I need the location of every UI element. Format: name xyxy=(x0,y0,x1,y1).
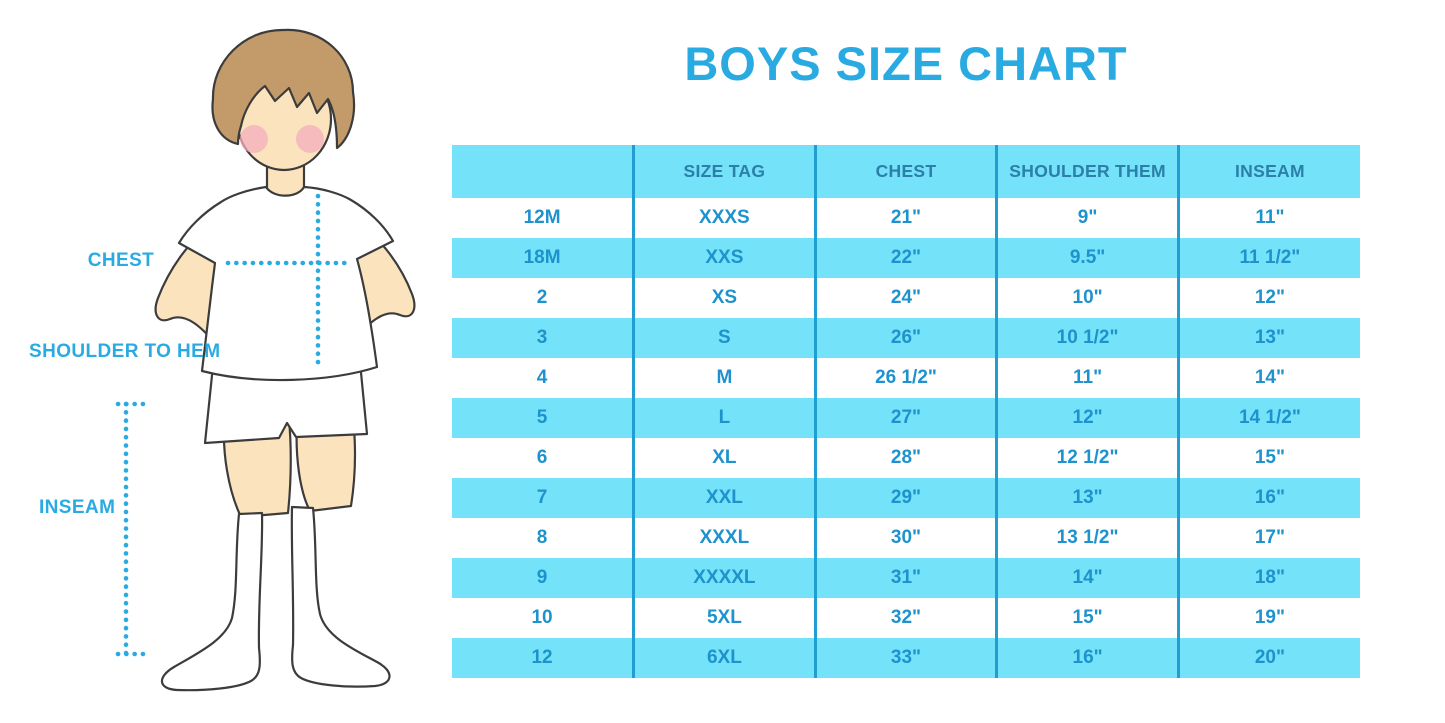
table-cell: 3 xyxy=(536,327,548,348)
table-row: 2 XS 24" 10" 12" xyxy=(452,278,1360,318)
table-cell: 5XL xyxy=(632,598,816,638)
table-cell: XXXS xyxy=(632,198,816,238)
table-cell: 20" xyxy=(1176,638,1360,678)
inseam-label: INSEAM xyxy=(39,497,116,518)
table-cell: 21" xyxy=(813,198,997,238)
table-cell: XXXXL xyxy=(632,558,816,598)
boy-tshirt xyxy=(177,185,395,382)
table-cell: 13" xyxy=(995,478,1179,518)
table-cell: XL xyxy=(632,438,816,478)
shoulder-to-hem-label: SHOULDER TO HEM xyxy=(29,341,221,362)
table-cell: 9" xyxy=(995,198,1179,238)
table-cell: 15" xyxy=(995,598,1179,638)
table-row: 4 M 26 1/2" 11" 14" xyxy=(452,358,1360,398)
table-cell: 9.5" xyxy=(995,238,1179,278)
table-cell: 10" xyxy=(995,278,1179,318)
boy-right-sock-foot xyxy=(290,505,391,688)
table-header: SIZE TAG CHEST SHOULDER THEM INSEAM xyxy=(452,145,1360,198)
table-cell: 18" xyxy=(1176,558,1360,598)
boy-measurement-illustration xyxy=(115,28,416,692)
boy-right-blush xyxy=(296,125,324,153)
table-cell: 28" xyxy=(813,438,997,478)
table-row: 8 XXXL 30" 13 1/2" 17" xyxy=(452,518,1360,558)
table-cell: 11" xyxy=(1176,198,1360,238)
table-cell: 29" xyxy=(813,478,997,518)
table-row: 6 XL 28" 12 1/2" 15" xyxy=(452,438,1360,478)
table-cell: 11 1/2" xyxy=(1176,238,1360,278)
table-cell: 26 1/2" xyxy=(813,358,997,398)
column-header-inseam: INSEAM xyxy=(1176,145,1360,198)
table-row: 18M XXS 22" 9.5" 11 1/2" xyxy=(452,238,1360,278)
table-cell: 19" xyxy=(1176,598,1360,638)
table-cell: 26" xyxy=(813,318,997,358)
table-row: 5 L 27" 12" 14 1/2" xyxy=(452,398,1360,438)
page-title: BOYS SIZE CHART xyxy=(684,37,1128,90)
table-row: 12 6XL 33" 16" 20" xyxy=(452,638,1360,678)
size-chart-table: SIZE TAG CHEST SHOULDER THEM INSEAM 12M X… xyxy=(452,145,1360,678)
table-cell: 15" xyxy=(1176,438,1360,478)
table-cell: 30" xyxy=(813,518,997,558)
table-row: 7 XXL 29" 13" 16" xyxy=(452,478,1360,518)
table-cell: XXL xyxy=(632,478,816,518)
table-cell: 12" xyxy=(995,398,1179,438)
table-row: 9 XXXXL 31" 14" 18" xyxy=(452,558,1360,598)
chest-label: CHEST xyxy=(87,250,155,271)
table-cell: 13 1/2" xyxy=(995,518,1179,558)
table-cell: 16" xyxy=(1176,478,1360,518)
table-cell: 12M xyxy=(523,207,561,228)
table-cell: 17" xyxy=(1176,518,1360,558)
table-row: 12M XXXS 21" 9" 11" xyxy=(452,198,1360,238)
table-cell: XS xyxy=(632,278,816,318)
table-cell: M xyxy=(632,358,816,398)
column-header-chest: CHEST xyxy=(813,145,997,198)
table-cell: 8 xyxy=(536,527,548,548)
table-cell: 10 1/2" xyxy=(995,318,1179,358)
table-cell: 10 xyxy=(531,607,553,628)
table-cell: XXS xyxy=(632,238,816,278)
boy-left-blush xyxy=(240,125,268,153)
table-cell: 6 xyxy=(536,447,548,468)
table-cell: 18M xyxy=(523,247,561,268)
boy-hair xyxy=(211,28,356,150)
table-cell: 22" xyxy=(813,238,997,278)
boy-left-sock-foot xyxy=(160,511,264,692)
table-cell: 4 xyxy=(536,367,548,388)
table-cell: S xyxy=(632,318,816,358)
table-cell: 12" xyxy=(1176,278,1360,318)
column-header-size-tag: SIZE TAG xyxy=(632,145,816,198)
table-cell: 12 xyxy=(531,647,553,668)
table-cell: 32" xyxy=(813,598,997,638)
table-cell: 7 xyxy=(536,487,548,508)
table-cell: L xyxy=(632,398,816,438)
table-cell: 2 xyxy=(536,287,548,308)
table-cell: 13" xyxy=(1176,318,1360,358)
table-cell: 14 1/2" xyxy=(1176,398,1360,438)
table-cell: 31" xyxy=(813,558,997,598)
table-cell: 12 1/2" xyxy=(995,438,1179,478)
column-header-size xyxy=(452,145,634,198)
table-cell: 5 xyxy=(536,407,548,428)
table-cell: 33" xyxy=(813,638,997,678)
table-cell: 27" xyxy=(813,398,997,438)
table-row: 10 5XL 32" 15" 19" xyxy=(452,598,1360,638)
table-cell: 6XL xyxy=(632,638,816,678)
table-row: 3 S 26" 10 1/2" 13" xyxy=(452,318,1360,358)
table-header-row: SIZE TAG CHEST SHOULDER THEM INSEAM xyxy=(452,145,1360,198)
table-cell: 24" xyxy=(813,278,997,318)
table-cell: 16" xyxy=(995,638,1179,678)
table-cell: 14" xyxy=(995,558,1179,598)
table-body: 12M XXXS 21" 9" 11" 18M XXS 22" 9.5" 11 1/2" 2 XS 24… xyxy=(452,198,1360,678)
table-cell: XXXL xyxy=(632,518,816,558)
table-cell: 11" xyxy=(995,358,1179,398)
table-cell: 14" xyxy=(1176,358,1360,398)
column-header-shoulder-them: SHOULDER THEM xyxy=(995,145,1179,198)
table-cell: 9 xyxy=(536,567,548,588)
